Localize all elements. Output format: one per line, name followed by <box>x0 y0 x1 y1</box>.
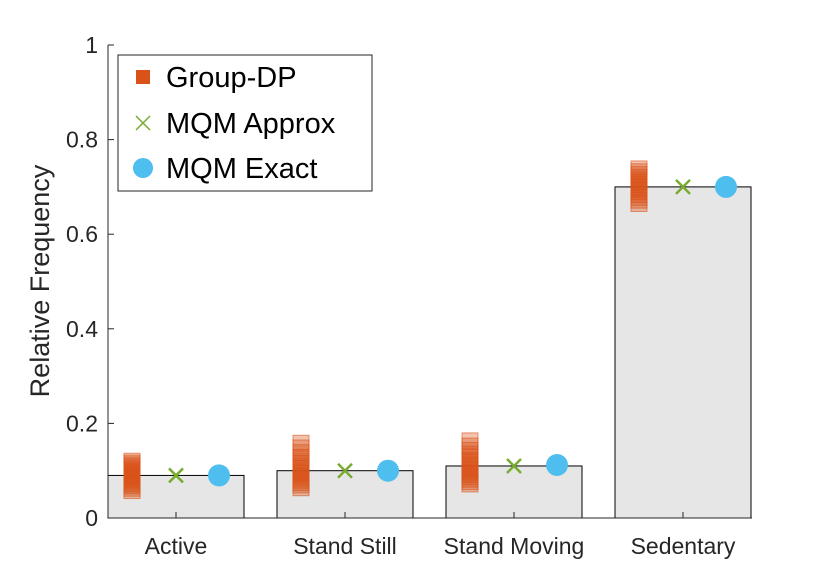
mqm-approx-stroke <box>675 179 691 195</box>
x-tick-label: Stand Still <box>293 533 397 559</box>
group-dp-marker <box>123 452 141 470</box>
x-tick-label: Stand Moving <box>444 533 585 559</box>
mqm-exact-marker <box>377 459 399 482</box>
mqm-approx-stroke <box>168 467 184 484</box>
mqm-approx-stroke <box>337 462 353 479</box>
mqm-approx-marker <box>506 458 522 474</box>
legend-group-dp-marker <box>136 70 150 84</box>
x-tick-label: Active <box>145 533 208 559</box>
x-tick-label: Sedentary <box>631 533 736 559</box>
mqm-approx-marker <box>337 462 353 479</box>
legend-mqm-exact-marker <box>133 158 153 178</box>
y-tick-label: 0 <box>85 505 98 531</box>
group-dp-marker <box>630 160 648 178</box>
y-tick-label: 1 <box>85 32 98 58</box>
mqm-approx-stroke <box>506 458 522 474</box>
mqm-exact-marker <box>715 175 737 198</box>
mqm-approx-marker <box>168 467 184 484</box>
bar-sedentary <box>614 186 752 519</box>
y-tick-label: 0.6 <box>66 221 98 247</box>
group-dp-marker <box>461 432 479 450</box>
y-tick-label: 0.4 <box>66 316 98 342</box>
group-dp-marker <box>292 434 310 452</box>
axes: 0 0.2 0.4 0.6 0.8 1 Active Stand Still Stand Mov… <box>66 32 752 559</box>
mqm-approx-marker <box>675 179 691 195</box>
mqm-exact-marker <box>546 454 568 477</box>
y-axis-label: Relative Frequency <box>25 164 55 397</box>
y-tick-label: 0.8 <box>66 127 98 153</box>
legend-label: Group-DP <box>166 62 297 94</box>
legend-mqm-approx-marker <box>135 115 151 131</box>
mqm-exact-marker <box>208 464 230 487</box>
y-tick-label: 0.2 <box>66 410 98 436</box>
legend-mqm-approx-stroke <box>135 115 151 131</box>
legend-label: MQM Approx <box>166 108 336 140</box>
legend-box <box>117 54 373 192</box>
markers-layer <box>123 160 737 500</box>
bars-layer <box>107 186 752 519</box>
legend: Group-DP MQM Approx MQM Exact <box>117 54 373 192</box>
legend-label: MQM Exact <box>166 153 317 185</box>
